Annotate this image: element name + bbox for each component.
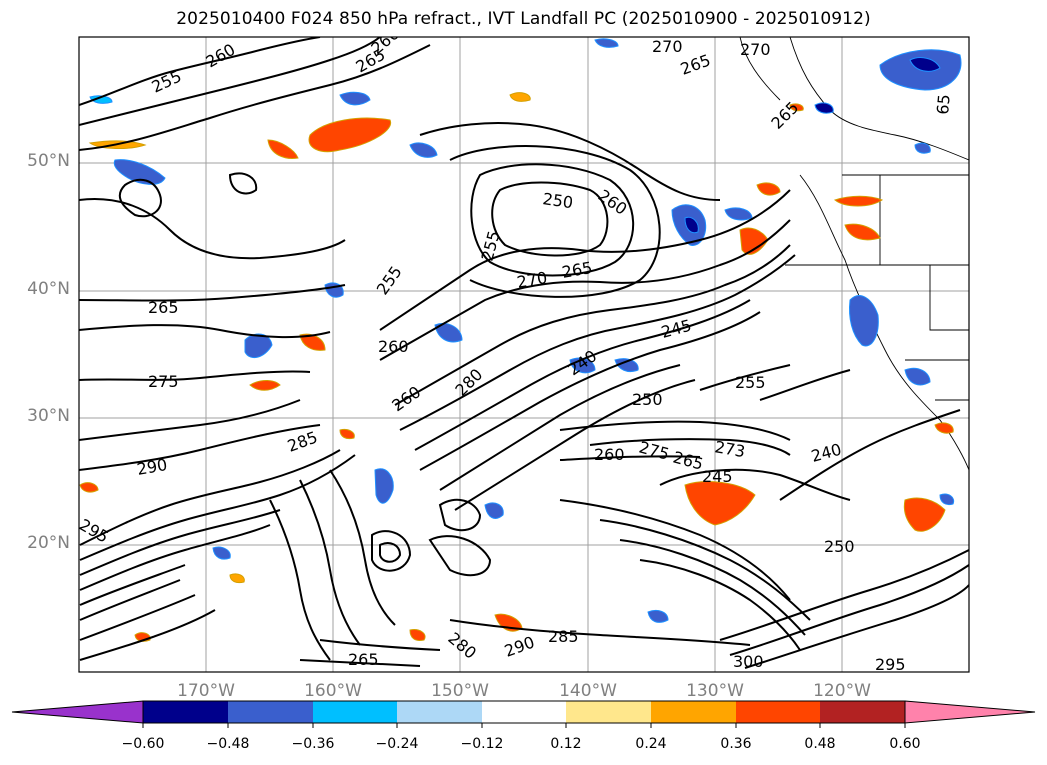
lon-label-140w: 140°W [559,681,617,701]
contour-label: 300 [733,652,764,671]
colorbar-tick-label: −0.48 [206,736,250,752]
colorbar-tick-label: 0.12 [550,736,582,752]
contour-label: 65 [933,93,954,115]
contour-label: 260 [378,337,409,356]
graticule [79,37,969,672]
contour-label: 245 [702,467,733,486]
contour-label: 250 [824,537,855,556]
contour-label: 250 [541,189,574,212]
colorbar-segment [566,701,651,723]
colorbar-tick-label: −0.12 [460,736,504,752]
contour-label: 270 [652,37,683,56]
contour-label: 275 [148,372,179,391]
lat-label-50n: 50°N [27,151,70,171]
lon-label-160w: 160°W [304,681,362,701]
contour-label: 285 [548,627,579,646]
contour-label: 265 [348,650,379,669]
colorbar-outline [142,700,906,724]
contour-label: 270 [740,40,771,59]
colorbar-extend-max [904,700,1036,724]
contour-label: 265 [148,298,179,317]
colorbar-segment [143,701,228,723]
map-background [79,37,969,672]
lon-label-150w: 150°W [431,681,489,701]
lon-label-170w: 170°W [177,681,235,701]
lat-label-30n: 30°N [27,406,70,426]
positive-anomaly-shading [79,92,954,642]
lat-label-20n: 20°N [27,533,70,553]
colorbar-tick-label: −0.36 [291,736,335,752]
colorbar-tick-label: 0.60 [889,736,921,752]
map-frame [78,36,970,673]
colorbar-segment [313,701,397,723]
colorbar-segment [820,701,905,723]
contour-lines [79,37,969,669]
colorbar-tick-label: −0.60 [121,736,165,752]
colorbar-extend-min [11,700,144,724]
lon-label-130w: 130°W [686,681,744,701]
colorbar-tick-label: 0.48 [804,736,836,752]
colorbar-segment [736,701,820,723]
contour-label: 260 [594,445,625,464]
lat-label-40n: 40°N [27,279,70,299]
colorbar-tick-label: 0.36 [720,736,752,752]
colorbar-tick-label: 0.24 [635,736,667,752]
colorbar-segment [482,701,566,723]
contour-label: 255 [735,373,766,392]
contour-label: 250 [632,390,663,409]
contour-label: 295 [875,655,906,674]
colorbar [11,700,1036,728]
colorbar-segment [397,701,482,723]
lon-label-120w: 120°W [813,681,871,701]
negative-anomaly-shading [89,38,962,623]
colorbar-segment [651,701,736,723]
colorbar-segment [228,701,313,723]
map-title: 2025010400 F024 850 hPa refract., IVT La… [176,9,871,29]
colorbar-tick-label: −0.24 [375,736,419,752]
